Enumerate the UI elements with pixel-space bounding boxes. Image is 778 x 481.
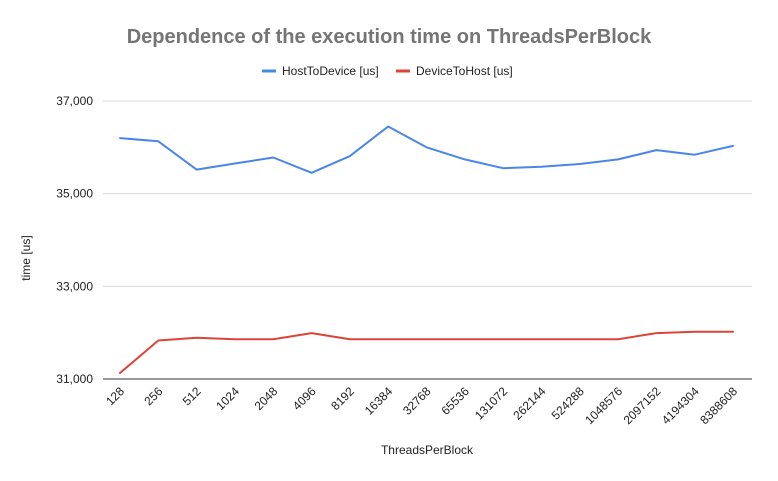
x-tick-label: 4194304	[659, 384, 702, 427]
x-tick-label: 65536	[438, 384, 472, 418]
series-line-1	[119, 330, 734, 374]
gridlines	[103, 100, 752, 380]
x-tick-label: 4096	[290, 384, 319, 413]
y-tick-label: 31,000	[56, 372, 93, 386]
series-lines	[119, 125, 734, 374]
x-tick-label: 2048	[252, 384, 281, 413]
x-tick-label: 262144	[510, 384, 548, 422]
legend: HostToDevice [us] DeviceToHost [us]	[262, 64, 513, 78]
x-tick-label: 2097152	[621, 384, 664, 427]
y-axis-ticks: 31,000 33,000 35,000 37,000	[56, 94, 93, 386]
y-axis-title: time [us]	[19, 235, 33, 280]
x-tick-label: 128	[103, 384, 127, 408]
y-tick-label: 37,000	[56, 94, 93, 108]
chart-title: Dependence of the execution time on Thre…	[127, 26, 652, 48]
x-tick-label: 8388608	[697, 384, 740, 427]
x-tick-label: 1048576	[582, 384, 625, 427]
y-tick-label: 33,000	[56, 279, 93, 293]
x-axis-title: ThreadsPerBlock	[381, 443, 474, 457]
legend-label-series-0: HostToDevice [us]	[282, 64, 379, 78]
y-tick-label: 35,000	[56, 187, 93, 201]
x-tick-label: 256	[141, 384, 165, 408]
x-axis-ticks: 128 256 512 1024 2048 4096 8192 16384 32768 65536…	[103, 384, 740, 427]
series-line-0	[119, 125, 734, 174]
x-tick-label: 512	[180, 384, 204, 408]
x-tick-label: 16384	[362, 384, 396, 418]
x-tick-label: 524288	[549, 384, 587, 422]
x-tick-label: 1024	[213, 384, 242, 413]
x-tick-label: 131072	[472, 384, 510, 422]
x-tick-label: 32768	[400, 384, 434, 418]
x-tick-label: 8192	[328, 384, 357, 413]
legend-label-series-1: DeviceToHost [us]	[416, 64, 513, 78]
